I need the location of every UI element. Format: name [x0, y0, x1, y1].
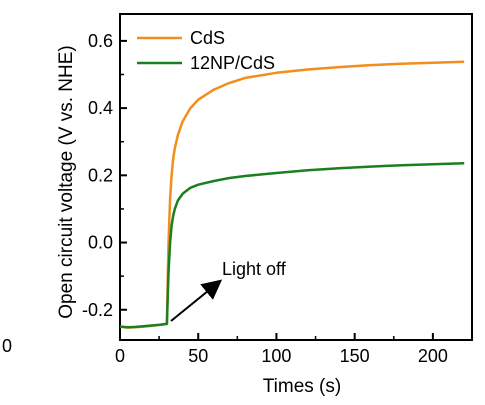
x-tick-label: 0 — [115, 346, 125, 366]
y-tick-label: 0.4 — [88, 98, 113, 118]
plot-layer: 0 50 100 150 200 -0.2 0.0 0.2 0.4 0.6 CdS 12NP/CdS — [82, 13, 473, 366]
left-edge-fragment: 0 — [2, 336, 12, 356]
x-tick-label: 150 — [340, 346, 370, 366]
light-off-arrow — [170, 279, 223, 322]
y-tick-label: -0.2 — [82, 300, 113, 320]
series-line-cds — [119, 60, 465, 329]
plot-frame — [119, 13, 473, 341]
legend-label: 12NP/CdS — [190, 53, 275, 73]
y-tick-label: 0.0 — [88, 233, 113, 253]
x-tick-label: 100 — [261, 346, 291, 366]
light-off-annotation: Light off — [222, 259, 287, 279]
x-tick-label: 50 — [188, 346, 208, 366]
y-tick-label: 0.6 — [88, 31, 113, 51]
x-tick-label: 200 — [418, 346, 448, 366]
y-tick-label: 0.2 — [88, 165, 113, 185]
legend-label: CdS — [190, 28, 225, 48]
series-line-12np-cds — [119, 161, 465, 329]
x-axis-title: Times (s) — [263, 376, 341, 397]
y-axis-title: Open circuit voltage (V vs. NHE) — [56, 45, 77, 318]
